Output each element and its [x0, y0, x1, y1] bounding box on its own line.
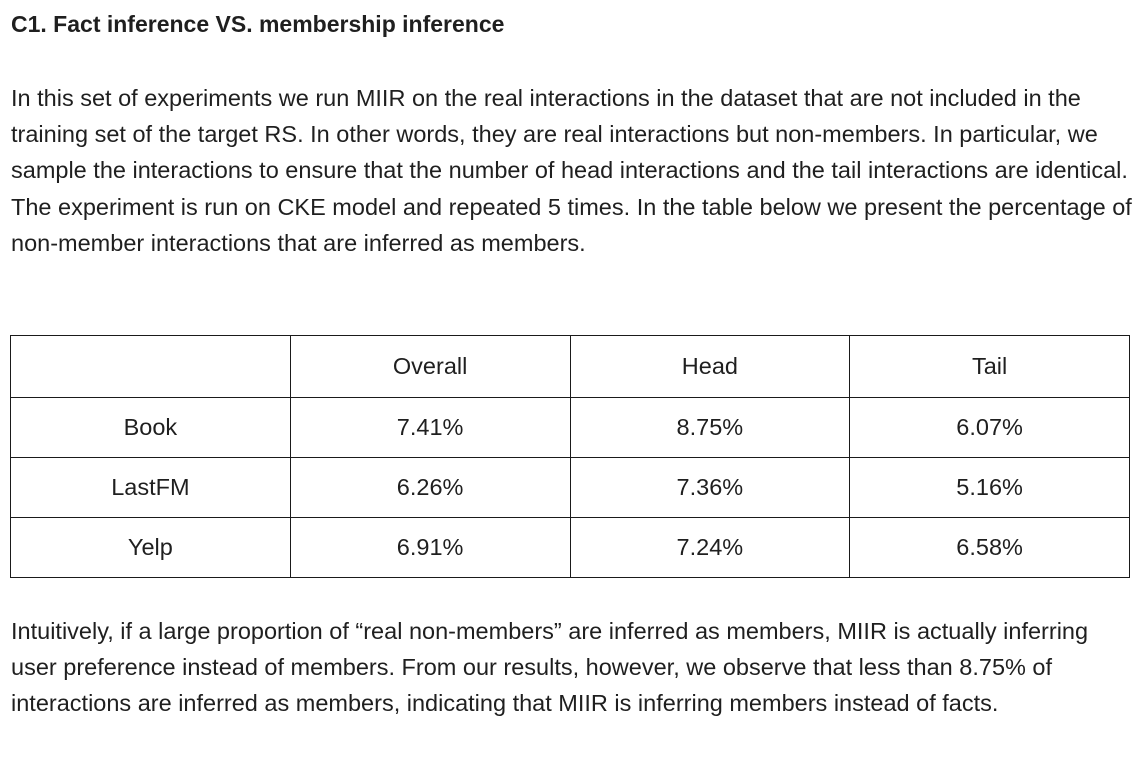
header-cell-head: Head — [569, 335, 851, 398]
tail-cell: 5.16% — [849, 457, 1130, 518]
results-table: Overall Head Tail Book 7.41% 8.75% 6.07%… — [10, 335, 1130, 578]
dataset-cell: Yelp — [10, 517, 291, 578]
dataset-cell: LastFM — [10, 457, 291, 518]
head-cell: 7.24% — [569, 517, 851, 578]
overall-cell: 7.41% — [289, 397, 571, 458]
header-cell-tail: Tail — [849, 335, 1130, 398]
table-row: LastFM 6.26% 7.36% 5.16% — [10, 457, 1130, 518]
overall-cell: 6.91% — [289, 517, 571, 578]
header-cell-overall: Overall — [289, 335, 571, 398]
intro-paragraph: In this set of experiments we run MIIR o… — [11, 85, 1132, 256]
dataset-cell: Book — [10, 397, 291, 458]
table-row: Book 7.41% 8.75% 6.07% — [10, 397, 1130, 458]
head-cell: 8.75% — [569, 397, 851, 458]
overall-cell: 6.26% — [289, 457, 571, 518]
tail-cell: 6.07% — [849, 397, 1130, 458]
header-cell-empty — [10, 335, 291, 398]
tail-cell: 6.58% — [849, 517, 1130, 578]
table-header-row: Overall Head Tail — [10, 335, 1130, 398]
conclusion-paragraph: Intuitively, if a large proportion of “r… — [11, 618, 1089, 717]
section-heading: C1. Fact inference VS. membership infere… — [11, 11, 505, 37]
head-cell: 7.36% — [569, 457, 851, 518]
table-row: Yelp 6.91% 7.24% 6.58% — [10, 517, 1130, 578]
